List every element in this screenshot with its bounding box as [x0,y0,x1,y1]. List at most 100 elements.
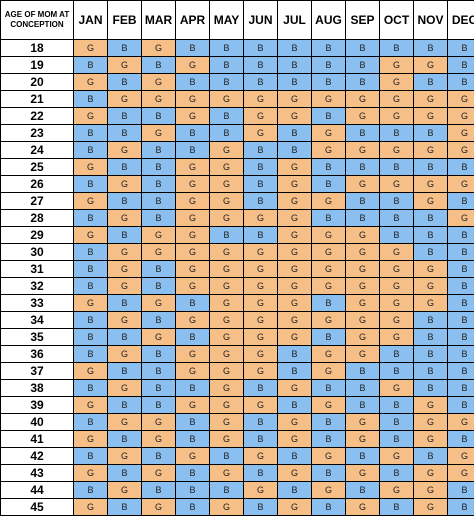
month-header: JUL [278,1,312,40]
boy-cell: B [312,431,346,448]
girl-cell: G [210,193,244,210]
girl-cell: G [108,414,142,431]
month-header: JUN [244,1,278,40]
boy-cell: B [176,329,210,346]
girl-cell: G [278,244,312,261]
girl-cell: G [414,482,448,499]
girl-cell: G [380,278,414,295]
girl-cell: G [74,295,108,312]
boy-cell: B [448,278,474,295]
girl-cell: G [74,40,108,57]
girl-cell: G [108,448,142,465]
age-cell: 23 [1,125,74,142]
girl-cell: G [142,295,176,312]
girl-cell: G [414,414,448,431]
boy-cell: B [142,57,176,74]
boy-cell: B [448,261,474,278]
boy-cell: B [448,363,474,380]
girl-cell: G [312,91,346,108]
girl-cell: G [210,142,244,159]
boy-cell: B [176,380,210,397]
girl-cell: G [176,261,210,278]
boy-cell: B [312,380,346,397]
girl-cell: G [244,329,278,346]
boy-cell: B [380,346,414,363]
girl-cell: G [414,278,448,295]
age-cell: 40 [1,414,74,431]
boy-cell: B [210,482,244,499]
girl-cell: G [380,142,414,159]
boy-cell: B [210,57,244,74]
boy-cell: B [108,397,142,414]
age-cell: 25 [1,159,74,176]
month-header: MAY [210,1,244,40]
girl-cell: G [176,448,210,465]
boy-cell: B [278,40,312,57]
boy-cell: B [448,159,474,176]
girl-cell: G [278,380,312,397]
boy-cell: B [448,312,474,329]
boy-cell: B [448,227,474,244]
boy-cell: B [142,210,176,227]
girl-cell: G [142,227,176,244]
boy-cell: B [142,278,176,295]
girl-cell: G [346,261,380,278]
boy-cell: B [414,380,448,397]
boy-cell: B [108,193,142,210]
girl-cell: G [210,261,244,278]
girl-cell: G [176,57,210,74]
girl-cell: G [142,329,176,346]
girl-cell: G [346,176,380,193]
girl-cell: G [448,91,474,108]
girl-cell: G [74,465,108,482]
boy-cell: B [176,431,210,448]
boy-cell: B [142,482,176,499]
girl-cell: G [278,431,312,448]
girl-cell: G [176,312,210,329]
girl-cell: G [244,261,278,278]
boy-cell: B [312,329,346,346]
girl-cell: G [74,363,108,380]
boy-cell: B [244,193,278,210]
girl-cell: G [346,227,380,244]
month-header: OCT [380,1,414,40]
girl-cell: G [414,397,448,414]
age-cell: 26 [1,176,74,193]
girl-cell: G [210,91,244,108]
boy-cell: B [414,40,448,57]
age-cell: 44 [1,482,74,499]
girl-cell: G [210,465,244,482]
girl-cell: G [380,176,414,193]
header-row: AGE OF MOM AT CONCEPTION JAN FEB MAR APR… [1,1,474,40]
boy-cell: B [74,176,108,193]
boy-cell: B [244,414,278,431]
boy-cell: B [108,125,142,142]
boy-cell: B [448,431,474,448]
girl-cell: G [414,176,448,193]
boy-cell: B [312,210,346,227]
boy-cell: B [448,329,474,346]
boy-cell: B [74,142,108,159]
boy-cell: B [414,74,448,91]
boy-cell: B [346,57,380,74]
girl-cell: G [278,159,312,176]
girl-cell: G [210,278,244,295]
boy-cell: B [448,397,474,414]
boy-cell: B [74,210,108,227]
boy-cell: B [448,482,474,499]
boy-cell: B [74,414,108,431]
girl-cell: G [244,108,278,125]
girl-cell: G [108,312,142,329]
boy-cell: B [278,397,312,414]
boy-cell: B [142,363,176,380]
boy-cell: B [346,193,380,210]
